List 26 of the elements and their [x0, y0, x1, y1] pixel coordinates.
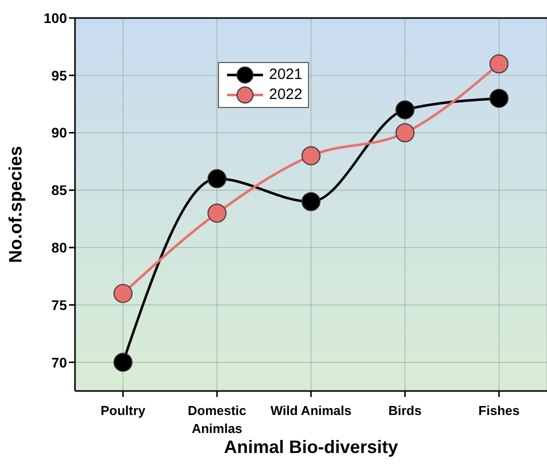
legend-label: 2022 — [269, 86, 302, 104]
point — [490, 54, 508, 74]
y-tick-label: 75 — [51, 296, 68, 313]
y-tick-label: 100 — [44, 10, 68, 26]
point — [208, 204, 226, 223]
x-tick-label: Wild Animals — [270, 403, 352, 418]
y-tick-label: 95 — [51, 67, 68, 84]
x-tick-label: Fishes — [478, 403, 520, 418]
x-tick-label: Poultry — [100, 403, 146, 418]
y-axis-title: No.of.species — [5, 146, 26, 264]
legend-label: 2021 — [269, 66, 302, 84]
y-tick-label: 90 — [51, 124, 68, 141]
y-tick-label: 80 — [51, 240, 68, 256]
point — [114, 284, 132, 303]
point — [208, 169, 226, 188]
point — [396, 123, 414, 142]
point — [490, 88, 508, 108]
point — [302, 192, 320, 212]
point — [396, 100, 414, 120]
point — [302, 146, 320, 166]
x-axis-title: Animal Bio-diversity — [224, 437, 398, 457]
x-tick-label: Domestic Animlas — [188, 403, 246, 436]
x-tick-label: Birds — [388, 403, 422, 418]
y-tick-label: 70 — [51, 354, 68, 370]
y-tick-label: 85 — [51, 182, 68, 198]
point — [114, 352, 132, 372]
